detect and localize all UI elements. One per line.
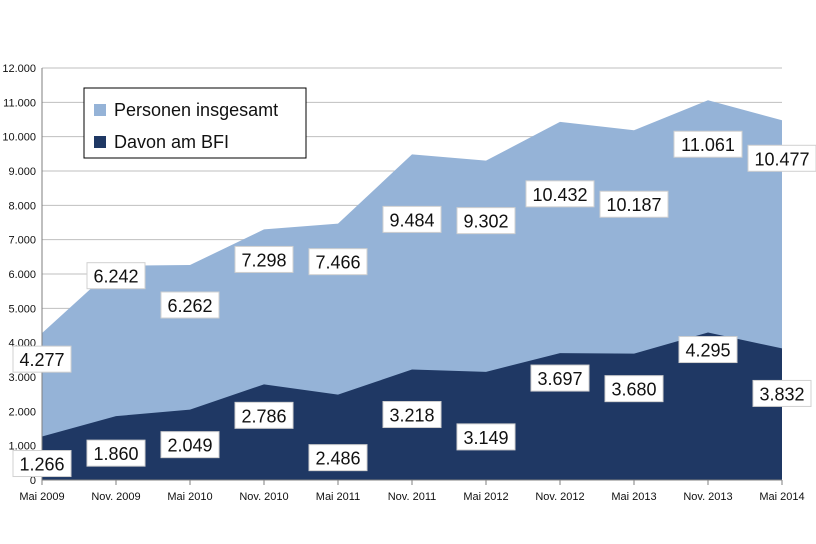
data-label-box xyxy=(234,401,294,429)
y-tick-label: 10.000 xyxy=(2,132,36,144)
data-label-box xyxy=(530,364,590,392)
data-label: 4.277 xyxy=(19,350,64,370)
y-tick-label: 1.000 xyxy=(8,441,36,453)
data-label: 7.466 xyxy=(315,253,360,273)
data-label-box xyxy=(234,245,294,273)
data-label-box xyxy=(382,205,442,233)
data-label: 1.266 xyxy=(19,455,64,475)
axes: 01.0002.0003.0004.0005.0006.0007.0008.00… xyxy=(2,63,804,503)
data-label: 9.302 xyxy=(463,212,508,232)
data-label-box xyxy=(308,248,368,276)
y-tick-label: 2.000 xyxy=(8,406,36,418)
data-label: 3.218 xyxy=(389,406,434,426)
y-tick-label: 8.000 xyxy=(8,200,36,212)
data-label-box xyxy=(599,190,669,218)
y-tick-label: 11.000 xyxy=(3,97,36,109)
data-label: 10.187 xyxy=(606,195,661,215)
data-label-box xyxy=(86,262,146,290)
x-tick-label: Nov. 2011 xyxy=(388,491,437,503)
data-label-box xyxy=(12,450,72,478)
x-tick-label: Nov. 2009 xyxy=(91,491,140,503)
data-label-box xyxy=(747,144,816,172)
data-label-box xyxy=(604,375,664,403)
data-label: 11.061 xyxy=(681,135,735,155)
y-tick-label: 3.000 xyxy=(8,372,36,384)
legend-swatch xyxy=(94,104,106,116)
data-label-box xyxy=(456,423,516,451)
y-tick-label: 0 xyxy=(30,475,36,487)
data-label-box xyxy=(525,180,595,208)
x-tick-label: Nov. 2013 xyxy=(683,491,732,503)
data-label-box xyxy=(160,291,220,319)
x-tick-label: Mai 2009 xyxy=(19,491,64,503)
data-label-box xyxy=(456,207,516,235)
data-label-box xyxy=(673,130,743,158)
y-tick-label: 12.000 xyxy=(2,63,36,75)
data-label: 3.680 xyxy=(611,380,656,400)
data-label: 3.149 xyxy=(463,428,508,448)
data-label: 10.477 xyxy=(754,149,809,169)
y-tick-label: 6.000 xyxy=(8,269,36,281)
legend-entry: Personen insgesamt xyxy=(114,100,278,120)
x-tick-label: Nov. 2010 xyxy=(239,491,288,503)
data-label: 3.832 xyxy=(759,384,804,404)
y-tick-label: 9.000 xyxy=(8,166,36,178)
data-label: 2.786 xyxy=(241,406,286,426)
x-tick-label: Mai 2014 xyxy=(759,491,804,503)
data-label-box xyxy=(308,444,368,472)
data-label: 6.242 xyxy=(93,267,138,287)
x-tick-label: Mai 2012 xyxy=(463,491,508,503)
data-label-box xyxy=(12,345,72,373)
x-tick-label: Mai 2010 xyxy=(167,491,212,503)
data-label: 6.262 xyxy=(167,296,212,316)
y-tick-label: 5.000 xyxy=(8,303,36,315)
x-tick-label: Nov. 2012 xyxy=(535,491,584,503)
data-label-box xyxy=(382,401,442,429)
data-label: 1.860 xyxy=(93,444,138,464)
legend-entry: Davon am BFI xyxy=(114,132,229,152)
data-label: 10.432 xyxy=(532,185,587,205)
data-label: 2.486 xyxy=(315,449,360,469)
x-tick-label: Mai 2011 xyxy=(316,491,360,503)
x-tick-label: Mai 2013 xyxy=(611,491,656,503)
data-label: 2.049 xyxy=(167,436,212,456)
data-label: 3.697 xyxy=(537,369,582,389)
data-label-box xyxy=(160,431,220,459)
legend: Personen insgesamt Davon am BFI xyxy=(83,87,307,159)
data-label-box xyxy=(752,379,812,407)
data-labels: 4.277 6.242 6.262 7.298 7.466 9.484 9.302 10.43… xyxy=(12,130,816,478)
legend-swatch xyxy=(94,136,106,148)
legend-box xyxy=(83,87,307,159)
data-label: 9.484 xyxy=(389,210,434,230)
data-label: 7.298 xyxy=(241,250,286,270)
data-label: 4.295 xyxy=(685,341,730,361)
data-label-box xyxy=(86,439,146,467)
data-label-box xyxy=(678,336,738,364)
y-tick-label: 7.000 xyxy=(8,235,36,247)
